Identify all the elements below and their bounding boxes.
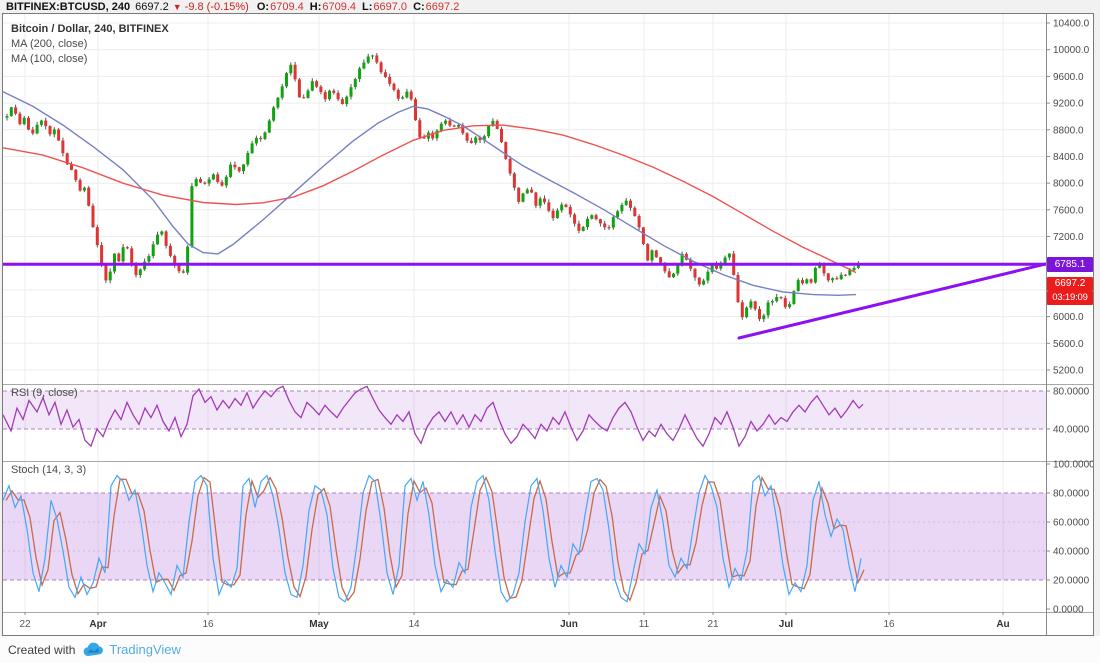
stoch-k-line xyxy=(3,474,862,603)
svg-text:20.0000: 20.0000 xyxy=(1053,576,1090,587)
svg-text:14: 14 xyxy=(408,619,420,630)
symbol-title: BITFINEX:BTCUSD, 240 xyxy=(6,0,131,13)
chart-canvas[interactable]: 10400.0 10000.0 9600.0 9200.0 8800.0 8400.0 80… xyxy=(2,14,1095,635)
svg-text:Jul: Jul xyxy=(779,619,794,630)
svg-text:40.0000: 40.0000 xyxy=(1053,425,1090,436)
down-arrow-icon: ▼ xyxy=(172,1,182,12)
footer-bar: Created with TradingView xyxy=(0,636,1100,663)
svg-text:40.0000: 40.0000 xyxy=(1053,547,1090,558)
svg-text:9200.0: 9200.0 xyxy=(1053,99,1084,110)
high-value: 6709.4 xyxy=(322,0,357,13)
bar-countdown-badge: 03:19:09 xyxy=(1047,291,1093,305)
ma-200-line xyxy=(2,124,857,274)
low-value: 6697.0 xyxy=(373,0,408,13)
svg-text:Jun: Jun xyxy=(560,619,578,630)
svg-text:80.0000: 80.0000 xyxy=(1053,489,1090,500)
last-price: 6697.2 xyxy=(135,0,169,13)
price-change: -9.8 (-0.15%) xyxy=(184,0,249,13)
svg-text:8800.0: 8800.0 xyxy=(1053,125,1084,136)
price-axis-labels[interactable]: 10400.0 10000.0 9600.0 9200.0 8800.0 8400.0 80… xyxy=(1046,19,1095,616)
legend-ma100[interactable]: MA (100, close) xyxy=(11,53,88,65)
high-label: H: xyxy=(309,0,322,13)
rsi-band xyxy=(3,390,1046,430)
svg-text:21: 21 xyxy=(707,619,719,630)
svg-text:10400.0: 10400.0 xyxy=(1053,19,1090,30)
legend-symbol-title[interactable]: Bitcoin / Dollar, 240, BITFINEX xyxy=(11,23,169,35)
last-price-badge: 6697.2 xyxy=(1047,277,1093,291)
time-axis-labels[interactable]: 22 Apr 16 May 14 Jun 11 21 Jul 16 Au xyxy=(19,612,1010,630)
grid-lines xyxy=(3,14,1046,612)
svg-text:16: 16 xyxy=(202,619,214,630)
ohlc-info-bar: BITFINEX:BTCUSD, 240 6697.2 ▼ -9.8 (-0.1… xyxy=(0,0,1100,13)
stoch-legend[interactable]: Stoch (14, 3, 3) xyxy=(11,464,87,476)
svg-text:Apr: Apr xyxy=(89,619,106,630)
svg-text:60.0000: 60.0000 xyxy=(1053,518,1090,529)
panel-separators xyxy=(3,14,1093,635)
created-with-label: Created with xyxy=(8,642,76,657)
svg-text:8000.0: 8000.0 xyxy=(1053,179,1084,190)
close-label: C: xyxy=(413,0,425,13)
main-chart-legend[interactable]: Bitcoin / Dollar, 240, BITFINEX MA (200,… xyxy=(11,22,169,67)
open-value: 6709.4 xyxy=(270,0,304,13)
svg-text:9600.0: 9600.0 xyxy=(1053,72,1084,83)
svg-text:5600.0: 5600.0 xyxy=(1053,339,1084,350)
rsi-line xyxy=(3,385,864,448)
low-label: L: xyxy=(362,0,373,13)
rsi-legend[interactable]: RSI (9, close) xyxy=(11,387,78,399)
svg-text:22: 22 xyxy=(19,619,31,630)
svg-text:100.0000: 100.0000 xyxy=(1053,460,1093,471)
svg-text:7600.0: 7600.0 xyxy=(1053,205,1084,216)
stoch-d-line xyxy=(5,475,865,602)
svg-text:80.0000: 80.0000 xyxy=(1053,387,1090,398)
svg-text:16: 16 xyxy=(883,619,895,630)
close-value: 6697.2 xyxy=(425,0,460,13)
svg-text:10000.0: 10000.0 xyxy=(1053,45,1090,56)
svg-text:7200.0: 7200.0 xyxy=(1053,232,1084,243)
candlestick-series xyxy=(5,53,860,323)
level-price-badge: 6785.1 xyxy=(1047,257,1093,272)
svg-text:8400.0: 8400.0 xyxy=(1053,152,1084,163)
legend-ma200[interactable]: MA (200, close) xyxy=(11,38,88,50)
ascending-trendline[interactable] xyxy=(737,262,1048,340)
svg-text:May: May xyxy=(309,619,329,630)
svg-text:Au: Au xyxy=(996,619,1009,630)
svg-text:0.0000: 0.0000 xyxy=(1053,605,1084,616)
tradingview-logo-icon[interactable] xyxy=(82,642,104,657)
svg-text:11: 11 xyxy=(639,619,650,630)
open-label: O: xyxy=(256,0,270,13)
svg-text:5200.0: 5200.0 xyxy=(1053,366,1084,377)
tradingview-brand-link[interactable]: TradingView xyxy=(109,642,181,657)
svg-text:6000.0: 6000.0 xyxy=(1053,312,1084,323)
chart-frame: 10400.0 10000.0 9600.0 9200.0 8800.0 8400.0 80… xyxy=(2,13,1095,636)
